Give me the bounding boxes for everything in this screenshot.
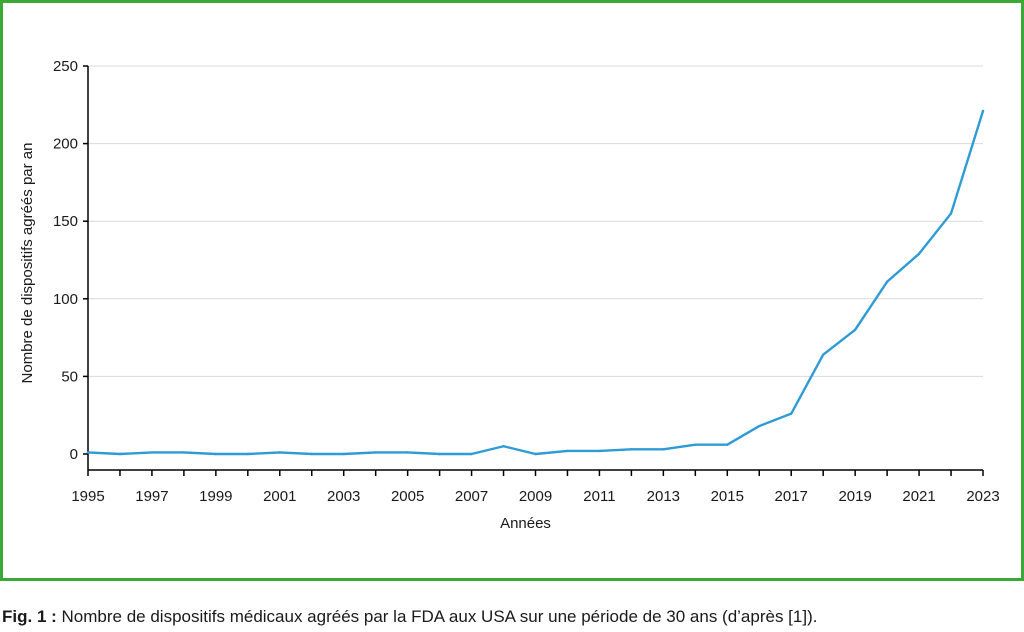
- grid-lines: [88, 65, 983, 377]
- data-point-2011: [598, 449, 601, 453]
- data-point-2012: [630, 448, 633, 451]
- axes: [83, 65, 984, 476]
- data-point-1999: [214, 452, 218, 456]
- data-point-2021: [917, 252, 921, 255]
- series-line-0: [86, 109, 985, 456]
- data-point-2022: [949, 212, 953, 215]
- x-tick-label-1997: 1997: [135, 488, 168, 505]
- data-point-2014: [694, 443, 697, 446]
- data-point-2000: [246, 452, 250, 456]
- x-tick-label-2009: 2009: [519, 488, 552, 505]
- data-point-2006: [438, 452, 441, 456]
- x-tick-label-2007: 2007: [455, 488, 488, 505]
- x-tick-label-2013: 2013: [647, 488, 680, 505]
- x-tick-label-1995: 1995: [71, 488, 104, 505]
- y-tick-label-200: 200: [53, 136, 78, 153]
- data-point-2003: [342, 452, 345, 456]
- data-point-2008: [502, 445, 505, 448]
- data-point-1995: [86, 451, 90, 454]
- x-tick-label-2005: 2005: [391, 488, 424, 505]
- chart-frame: 0 50 100 150 200 250 1995 1997 1999 2001 2003 2005 2…: [0, 0, 1024, 581]
- x-tick-label-2001: 2001: [263, 488, 296, 505]
- tick-labels: 0 50 100 150 200 250 1995 1997 1999 2001 2003 2005 2…: [53, 58, 1000, 505]
- data-point-1998: [182, 451, 186, 454]
- y-tick-label-250: 250: [53, 58, 78, 75]
- x-tick-label-2023: 2023: [966, 488, 999, 505]
- y-tick-label-100: 100: [53, 291, 78, 308]
- data-point-2010: [566, 449, 569, 453]
- x-tick-label-2019: 2019: [838, 488, 871, 505]
- data-point-2023: [981, 109, 985, 113]
- data-point-2017: [790, 412, 793, 415]
- x-tick-label-2021: 2021: [902, 488, 935, 505]
- data-point-2002: [310, 452, 313, 456]
- data-point-2018: [821, 353, 825, 356]
- y-tick-label-150: 150: [53, 213, 78, 230]
- data-point-2005: [406, 451, 409, 454]
- caption-text: Nombre de dispositifs médicaux agréés pa…: [61, 607, 818, 626]
- data-point-1997: [150, 451, 154, 454]
- x-axis-title: Années: [500, 515, 551, 532]
- x-tick-label-2015: 2015: [711, 488, 744, 505]
- x-tick-label-2003: 2003: [327, 488, 360, 505]
- x-tick-label-2017: 2017: [775, 488, 808, 505]
- data-point-2001: [278, 451, 281, 454]
- x-tick-label-1999: 1999: [199, 488, 232, 505]
- data-point-2007: [470, 452, 473, 456]
- x-tick-label-2011: 2011: [583, 488, 615, 505]
- y-tick-label-0: 0: [70, 446, 78, 463]
- y-axis-title: Nombre de dispositifs agréés par an: [19, 143, 36, 384]
- data-point-2009: [534, 452, 537, 456]
- data-point-2020: [885, 280, 889, 283]
- line-chart: 0 50 100 150 200 250 1995 1997 1999 2001 2003 2005 2…: [19, 58, 1000, 532]
- caption-label: Fig. 1 :: [2, 607, 57, 626]
- data-point-1996: [118, 452, 122, 456]
- figure-caption: Fig. 1 : Nombre de dispositifs médicaux …: [2, 607, 1022, 627]
- series-layer: [86, 109, 985, 456]
- data-point-2013: [662, 448, 665, 451]
- data-point-2019: [853, 328, 857, 332]
- data-point-2004: [374, 451, 377, 454]
- data-point-2015: [726, 443, 729, 446]
- y-tick-label-50: 50: [61, 368, 78, 385]
- data-point-2016: [758, 424, 761, 428]
